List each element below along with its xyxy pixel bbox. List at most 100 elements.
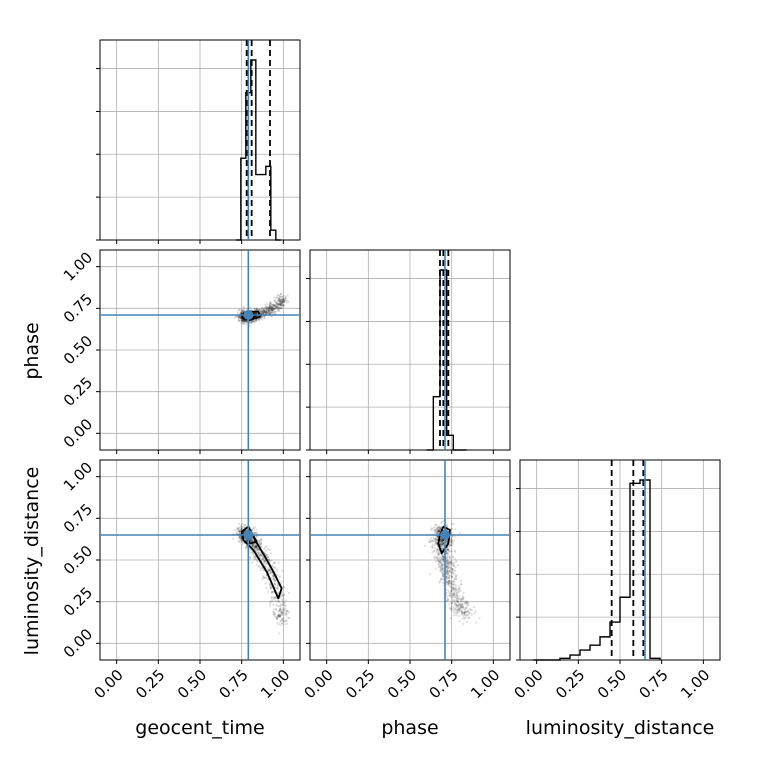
sample-point: [239, 312, 242, 315]
sample-point: [248, 556, 252, 559]
sample-point: [249, 320, 252, 324]
sample-point: [278, 303, 281, 306]
sample-point: [452, 568, 455, 571]
sample-point: [276, 617, 279, 621]
sample-point: [452, 555, 455, 558]
sample-point: [461, 622, 465, 626]
sample-point: [267, 569, 270, 572]
sample-point: [267, 555, 270, 559]
sample-point: [451, 595, 454, 598]
sample-point: [277, 308, 281, 311]
sample-point: [264, 576, 268, 579]
sample-point: [257, 539, 260, 543]
y-tick-label-luminosity-distance-1: 0.25: [60, 583, 96, 619]
sample-point: [437, 553, 440, 556]
scatter-panel-luminosity-distance-vs-phase: 0.00 0.25 0.50 0.75 1.00: [300, 459, 511, 702]
sample-point: [276, 305, 279, 308]
sample-point: [253, 531, 256, 534]
sample-point: [233, 316, 237, 319]
sample-point: [431, 546, 434, 549]
sample-point: [447, 599, 450, 602]
sample-point: [270, 590, 274, 594]
sample-point: [455, 609, 458, 612]
sample-point: [445, 600, 448, 603]
sample-point: [440, 553, 443, 557]
sample-point: [251, 545, 254, 548]
sample-point: [283, 299, 286, 302]
sample-point: [274, 306, 278, 309]
sample-point: [281, 304, 285, 307]
sample-point: [442, 563, 445, 566]
sample-point: [458, 619, 461, 623]
sample-point: [267, 310, 270, 313]
sample-point: [456, 611, 459, 614]
sample-point: [259, 310, 262, 313]
sample-point: [240, 539, 243, 542]
sample-point: [284, 605, 287, 608]
sample-point: [446, 564, 449, 567]
sample-point: [461, 606, 464, 609]
sample-point: [453, 580, 456, 584]
sample-point: [451, 542, 454, 545]
sample-point: [453, 603, 456, 606]
sample-point: [241, 522, 244, 525]
sample-point: [270, 307, 273, 311]
sample-point: [264, 310, 267, 313]
sample-point: [269, 304, 272, 307]
sample-point: [255, 563, 259, 566]
x-tick-label-geocent-time-0: 0.00: [90, 666, 126, 702]
sample-point: [438, 557, 441, 560]
sample-point: [238, 529, 241, 532]
sample-point: [272, 579, 275, 582]
sample-point: [440, 520, 444, 524]
sample-point: [262, 311, 265, 314]
sample-point: [445, 566, 448, 569]
sample-point: [437, 552, 440, 555]
sample-point: [455, 598, 459, 601]
sample-point: [448, 545, 451, 548]
sample-point: [459, 607, 462, 610]
sample-point: [243, 309, 246, 312]
sample-point: [457, 597, 461, 601]
sample-point: [430, 539, 433, 542]
sample-point: [277, 309, 280, 313]
sample-point: [450, 581, 453, 584]
sample-point: [435, 532, 438, 535]
sample-point: [272, 597, 275, 600]
sample-point: [284, 599, 287, 602]
sample-point: [436, 531, 439, 535]
sample-point: [277, 297, 280, 301]
sample-point: [437, 552, 440, 555]
sample-point: [440, 563, 444, 566]
sample-point: [263, 309, 266, 312]
sample-point: [283, 299, 286, 302]
sample-point: [457, 604, 460, 607]
sample-point: [280, 303, 283, 306]
sample-point: [262, 558, 265, 561]
sample-point: [283, 600, 286, 604]
sample-point: [273, 613, 276, 616]
sample-point: [242, 319, 245, 323]
sample-point: [452, 564, 455, 567]
sample-point: [258, 541, 261, 544]
sample-point: [276, 614, 279, 617]
sample-point: [251, 543, 254, 547]
sample-point: [468, 612, 471, 615]
sample-point: [437, 554, 440, 557]
sample-point: [273, 577, 276, 580]
sample-point: [277, 294, 280, 297]
sample-point: [282, 616, 285, 620]
sample-point: [281, 613, 284, 616]
sample-point: [255, 308, 258, 311]
sample-point: [435, 551, 438, 554]
sample-point: [257, 551, 260, 554]
sample-point: [428, 539, 431, 542]
sample-point: [440, 543, 444, 546]
sample-point: [255, 319, 258, 322]
sample-point: [279, 608, 282, 611]
sample-point: [447, 566, 450, 569]
y-tick-label-phase-4: 1.00: [60, 248, 96, 284]
sample-point: [438, 529, 441, 532]
sample-point: [263, 559, 266, 563]
sample-point: [451, 571, 455, 574]
